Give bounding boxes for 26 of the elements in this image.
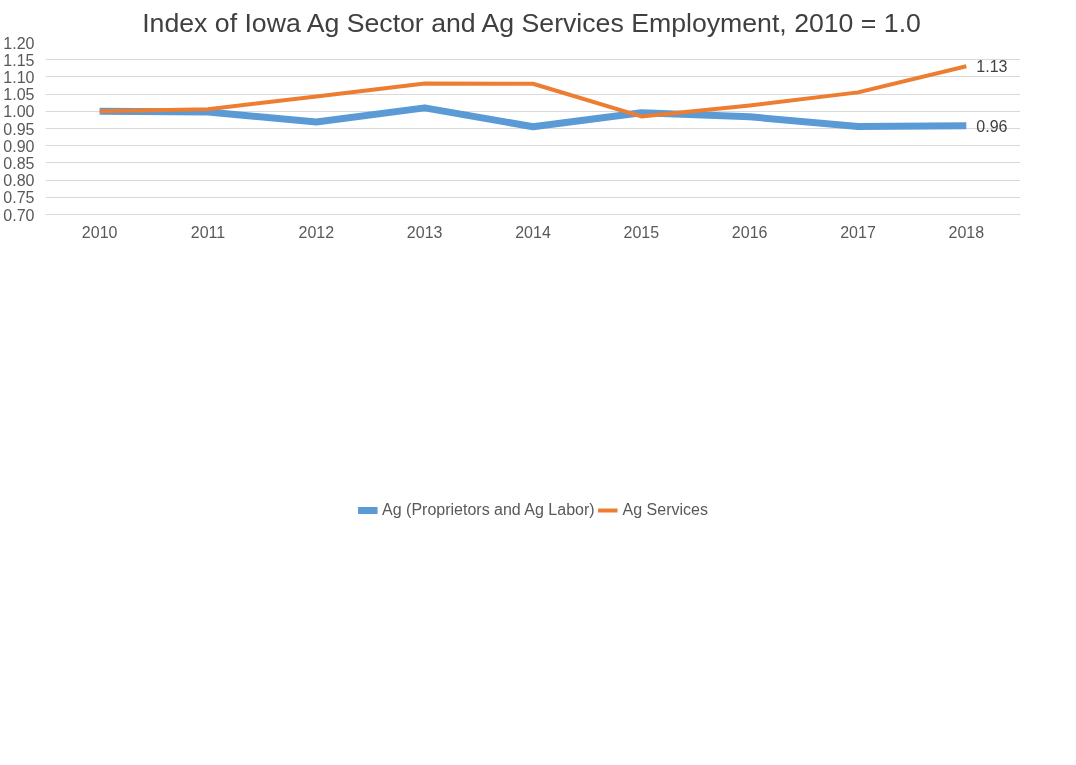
y-tick-label: 1.20 [3, 34, 35, 52]
x-tick-label: 2015 [623, 223, 660, 241]
y-tick-label: 0.75 [3, 189, 35, 207]
y-tick-label: 0.70 [3, 206, 35, 224]
data-label: 0.96 [976, 117, 1008, 135]
x-tick-label: 2018 [948, 223, 985, 241]
y-tick-label: 1.10 [3, 68, 35, 86]
y-tick-label: 1.15 [3, 51, 35, 69]
y-tick-label: 0.95 [3, 120, 35, 138]
line-series [97, 64, 969, 119]
x-tick-label: 2011 [190, 223, 226, 241]
x-tick-label: 2017 [840, 223, 876, 241]
x-tick-label: 2013 [406, 223, 443, 241]
x-tick-label: 2014 [515, 223, 551, 241]
x-tick-label: 2012 [298, 223, 335, 241]
y-tick-label: 0.80 [3, 172, 35, 190]
y-tick-label: 1.00 [3, 103, 35, 121]
x-tick-label: 2010 [81, 223, 118, 241]
y-tick-label: 0.90 [3, 137, 35, 155]
data-label: 1.13 [976, 58, 1008, 76]
x-tick-label: 2016 [731, 223, 768, 241]
chart-title: Index of Iowa Ag Sector and Ag Services Employment, 2010 = 1.0 [142, 7, 921, 38]
legend-label: Ag Services [622, 501, 708, 519]
legend-label: Ag (Proprietors and Ag Labor) [382, 501, 595, 519]
y-tick-label: 1.05 [3, 86, 35, 104]
y-tick-label: 0.85 [3, 154, 35, 172]
